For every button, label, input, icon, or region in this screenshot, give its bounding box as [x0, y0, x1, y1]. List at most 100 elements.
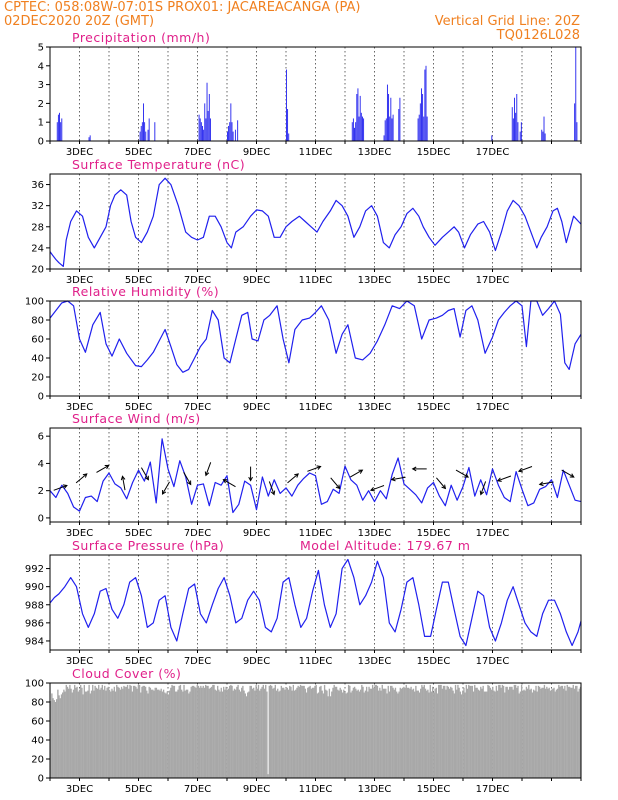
- cloud-bar: [60, 694, 63, 778]
- cloud-bar: [542, 687, 544, 778]
- cloud-bar: [391, 685, 393, 778]
- cloud-bar: [186, 689, 189, 778]
- cloud-bar: [417, 690, 419, 778]
- cloud-bar: [428, 692, 430, 778]
- cloud-bar: [134, 685, 136, 778]
- cloud-bar: [352, 687, 355, 778]
- cloud-bar: [96, 688, 99, 778]
- cloud-bar: [100, 687, 102, 778]
- cloud-bar: [271, 685, 273, 778]
- cloud-bar: [226, 689, 228, 778]
- x-tick-label: 7DEC: [184, 656, 211, 667]
- cloud-bar: [235, 689, 237, 778]
- cloud-bar: [369, 688, 371, 778]
- series-line: [49, 438, 582, 514]
- cloud-bar: [327, 696, 329, 778]
- cloud-bar: [535, 685, 537, 778]
- cloud-bar: [238, 689, 240, 778]
- cloud-bar: [377, 690, 380, 778]
- cloud-bar: [544, 688, 547, 778]
- cloud-bar: [76, 686, 78, 778]
- cloud-bar: [387, 685, 389, 778]
- cloud-bar: [325, 689, 327, 778]
- wind-arrow: [287, 473, 299, 484]
- precip-bar: [229, 122, 231, 141]
- cloud-bar: [475, 687, 477, 778]
- cloud-bar: [483, 691, 486, 778]
- panel-title: Cloud Cover (%): [72, 666, 181, 681]
- precip-bar: [287, 109, 289, 141]
- cloud-bar: [78, 689, 81, 778]
- cloud-bar: [362, 686, 364, 778]
- cloud-bar: [232, 690, 234, 778]
- panel-frame: [49, 427, 582, 523]
- cloud-bar: [177, 689, 179, 778]
- cloud-bar: [221, 691, 224, 778]
- cloud-bar: [490, 689, 493, 778]
- wind-arrow-head: [248, 476, 253, 482]
- precip-bar: [574, 103, 576, 141]
- y-tick-label: 0: [38, 774, 44, 785]
- precip-bar: [143, 103, 144, 141]
- cloud-bar: [359, 689, 362, 778]
- cloud-bar: [310, 688, 313, 778]
- cloud-bar: [179, 684, 182, 778]
- wind-arrow-shaft: [539, 481, 554, 485]
- wind-arrow-shaft: [183, 472, 192, 485]
- precip-bar: [357, 88, 359, 141]
- cloud-bar: [281, 687, 284, 778]
- cloud-bar: [104, 685, 106, 778]
- wind-arrow-shaft: [75, 473, 88, 484]
- wind-arrow: [390, 476, 406, 482]
- cloud-bar: [138, 684, 141, 778]
- cloud-bar: [382, 688, 385, 778]
- precip-bar: [385, 118, 387, 141]
- cloud-bar: [439, 684, 441, 778]
- x-tick-label: 9DEC: [243, 275, 270, 286]
- cloud-bar: [472, 691, 475, 778]
- precip-bar: [517, 122, 519, 141]
- cloud-bar: [274, 684, 276, 778]
- cloud-bar: [297, 685, 299, 778]
- precip-bar: [154, 122, 156, 141]
- precip-bar: [286, 69, 287, 141]
- cloud-bar: [56, 699, 58, 778]
- precip-bar: [209, 118, 211, 141]
- cloud-bar: [567, 686, 570, 778]
- cloud-bar: [339, 687, 341, 778]
- cloud-bar: [161, 691, 164, 778]
- cloud-bar: [466, 688, 469, 778]
- precip-bar: [199, 118, 201, 141]
- cloud-bar: [239, 691, 242, 778]
- x-tick-label: 13DEC: [358, 402, 392, 413]
- precip-bar: [516, 94, 518, 141]
- cloud-bar: [355, 688, 357, 778]
- precip-bar: [491, 135, 493, 141]
- wind-arrow-head: [538, 481, 544, 487]
- cloud-bar: [529, 689, 531, 778]
- cloud-bar: [525, 686, 528, 778]
- cloud-bar: [429, 684, 431, 778]
- cloud-bar: [579, 686, 582, 778]
- cloud-bar: [250, 685, 252, 778]
- wind-arrow-head: [270, 490, 276, 496]
- cloud-bar: [142, 685, 144, 778]
- y-tick-label: 32: [31, 201, 44, 212]
- y-tick-label: 0: [38, 513, 44, 524]
- y-tick-label: 60: [31, 335, 44, 346]
- cloud-bar: [399, 687, 401, 778]
- cloud-bar: [291, 690, 293, 778]
- cloud-bar: [302, 685, 304, 778]
- precip-bar: [207, 110, 209, 141]
- wind-arrow-head: [82, 473, 88, 478]
- cloud-bar: [549, 690, 552, 778]
- cloud-bar: [63, 689, 65, 778]
- wind-arrow-shaft: [223, 479, 236, 488]
- cloud-bar: [198, 687, 201, 778]
- cloud-bar: [357, 689, 359, 778]
- cloud-bar: [435, 687, 437, 778]
- cloud-bar: [224, 689, 226, 778]
- x-tick-label: 7DEC: [184, 275, 211, 286]
- precip-bar: [145, 131, 147, 141]
- precip-bar: [541, 129, 543, 141]
